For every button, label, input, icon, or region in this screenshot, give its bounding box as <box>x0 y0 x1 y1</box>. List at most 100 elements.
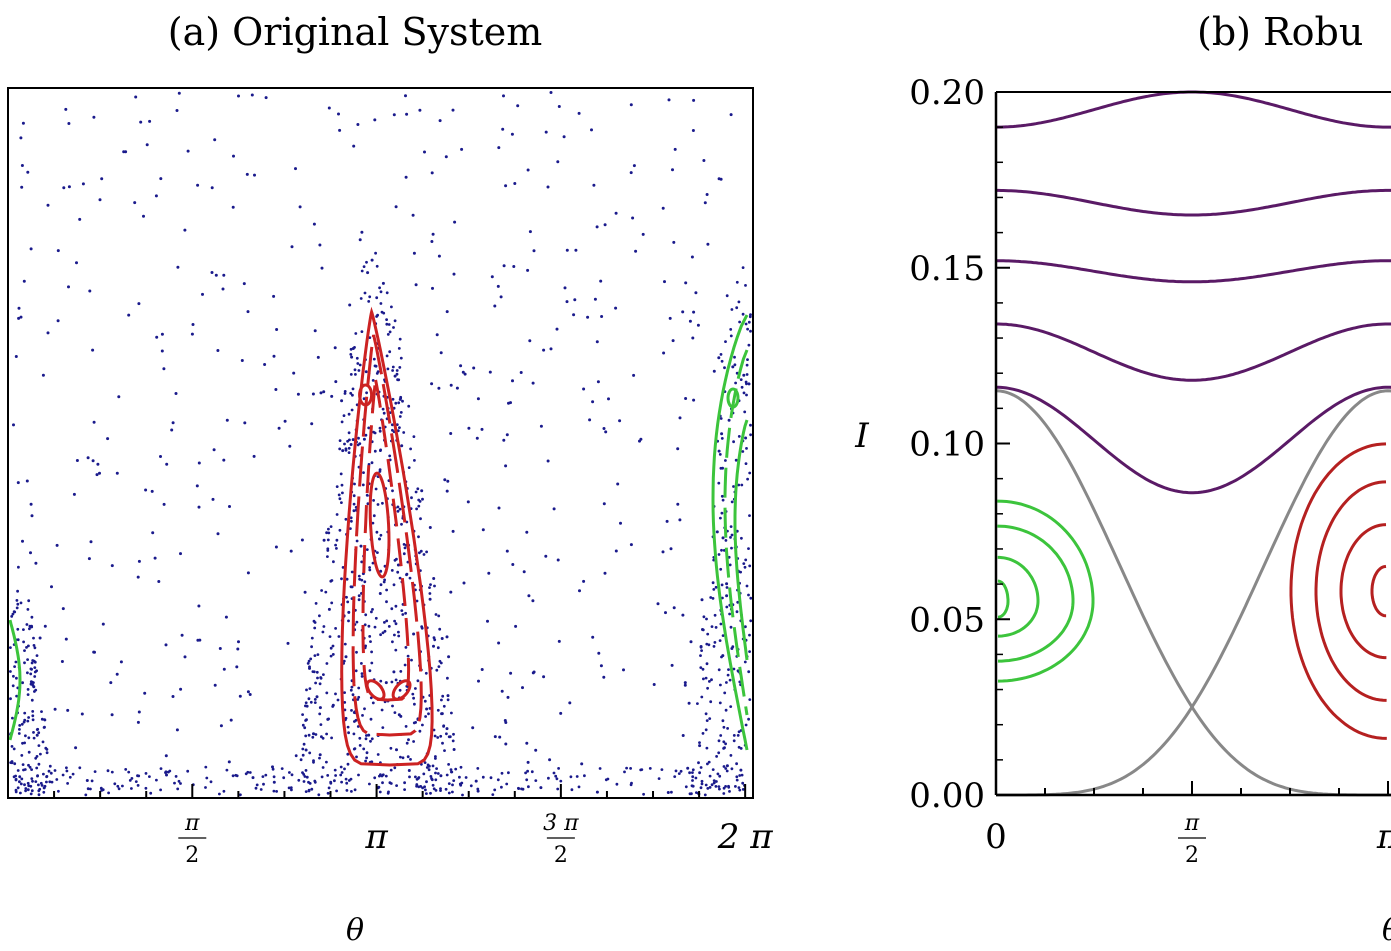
chaos-point <box>313 701 317 704</box>
chaos-point <box>272 294 276 298</box>
chaos-point <box>30 768 33 771</box>
chaos-point <box>386 367 390 371</box>
chaos-point <box>209 780 213 784</box>
chaos-point <box>352 732 356 736</box>
chaos-point <box>526 168 530 172</box>
chaos-point <box>736 600 740 604</box>
chaos-point <box>748 471 752 475</box>
chaos-point <box>381 501 384 505</box>
chaos-point <box>204 786 207 789</box>
chaos-point <box>99 786 103 790</box>
chaos-point <box>180 633 184 637</box>
chaos-point <box>731 365 735 369</box>
chaos-point <box>312 222 316 226</box>
chaos-point <box>532 670 536 674</box>
chaos-point <box>474 779 478 783</box>
chaos-point <box>430 382 434 386</box>
panel-a-title: (a) Original System <box>168 10 543 54</box>
chaos-point <box>671 339 675 343</box>
chaos-point <box>562 135 566 139</box>
chaos-point <box>544 554 548 558</box>
chaos-point <box>694 776 698 780</box>
chaos-point <box>22 768 25 772</box>
chaos-point <box>17 732 21 735</box>
chaos-point <box>388 454 392 458</box>
chaos-point <box>153 556 157 560</box>
chaos-point <box>556 160 560 164</box>
chaos-point <box>335 789 338 793</box>
chaos-point <box>729 754 733 757</box>
chaos-point <box>629 543 633 547</box>
chaos-point <box>393 619 396 623</box>
chaos-point <box>22 720 26 724</box>
chaos-point <box>246 770 250 774</box>
chaos-point <box>362 747 366 751</box>
chaos-point <box>662 351 666 355</box>
chaos-point <box>347 451 351 454</box>
chaos-point <box>322 538 326 542</box>
chaos-point <box>727 418 731 422</box>
chaos-point <box>290 773 294 777</box>
chaos-point <box>393 711 397 714</box>
chaos-point <box>445 732 448 736</box>
chaos-point <box>476 787 480 791</box>
chaos-point <box>391 397 395 401</box>
chaos-point <box>437 614 441 618</box>
chaos-point <box>668 316 672 320</box>
chaos-point <box>418 551 421 555</box>
chaos-point <box>29 672 33 676</box>
chaos-point <box>399 755 402 759</box>
chaos-point <box>56 319 60 323</box>
chaos-point <box>498 735 502 739</box>
chaos-point <box>396 505 400 509</box>
chaos-point <box>705 662 709 666</box>
chaos-point <box>318 756 321 760</box>
chaos-point <box>13 762 17 766</box>
chaos-point <box>186 149 190 153</box>
chaos-point <box>461 793 464 797</box>
chaos-point <box>741 788 745 791</box>
chaos-point <box>677 772 681 775</box>
chaos-point <box>437 386 441 390</box>
chaos-point <box>113 782 117 786</box>
chaos-point <box>144 488 148 492</box>
chaos-point <box>652 683 656 686</box>
chaos-point <box>419 785 423 788</box>
chaos-point <box>684 397 688 400</box>
chaos-point <box>439 789 442 792</box>
chaos-point <box>532 249 536 253</box>
chaos-point <box>701 628 705 632</box>
chaos-point <box>373 776 377 780</box>
chaos-point <box>382 311 386 315</box>
chaos-point <box>747 670 751 674</box>
chaos-point <box>732 734 736 737</box>
chaos-point <box>40 717 44 721</box>
chaos-point <box>451 790 454 794</box>
chaos-point <box>717 668 721 672</box>
chaos-point <box>739 747 743 750</box>
chaos-point <box>358 744 362 747</box>
chaos-point <box>22 279 26 283</box>
chaos-point <box>348 438 351 442</box>
chaos-point <box>672 606 676 610</box>
chaos-point <box>313 780 317 784</box>
chaos-point <box>154 194 158 198</box>
chaos-point <box>34 756 38 760</box>
chaos-point <box>29 667 33 671</box>
chaos-point <box>707 643 711 647</box>
chaos-point <box>717 751 721 755</box>
chaos-point <box>444 155 448 159</box>
chaos-point <box>358 238 362 242</box>
chaos-point <box>439 351 443 355</box>
chaos-point <box>704 728 708 732</box>
chaos-point <box>304 790 308 793</box>
chaos-point <box>246 571 250 575</box>
chaos-point <box>48 764 52 768</box>
chaos-point <box>173 781 176 785</box>
chaos-point <box>505 782 509 786</box>
chaos-point <box>327 717 330 721</box>
chaos-point <box>396 563 400 567</box>
chaos-point <box>694 291 698 295</box>
chaos-point <box>710 783 714 787</box>
chaos-point <box>12 610 16 614</box>
